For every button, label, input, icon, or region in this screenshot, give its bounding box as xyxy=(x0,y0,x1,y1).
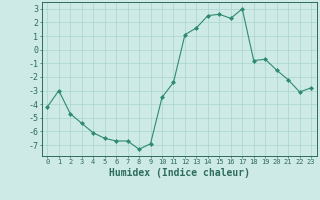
X-axis label: Humidex (Indice chaleur): Humidex (Indice chaleur) xyxy=(109,168,250,178)
